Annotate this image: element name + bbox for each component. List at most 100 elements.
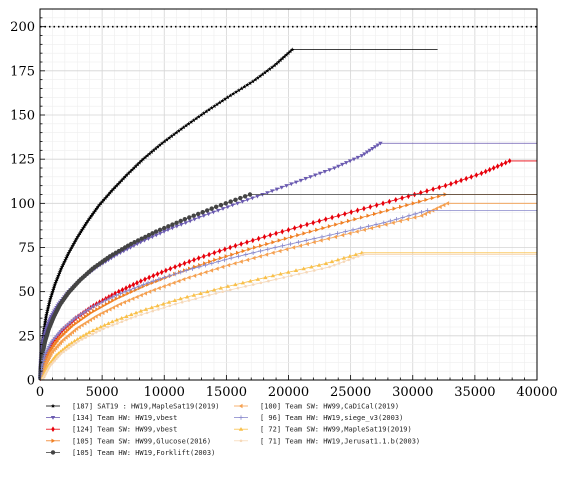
data-point [235,250,240,255]
data-point [286,270,291,274]
data-point [280,243,285,248]
data-point [93,208,98,213]
data-point [114,317,120,322]
data-point [400,195,404,201]
data-point [162,275,167,280]
data-point [152,287,156,293]
data-point [64,348,68,352]
y-tick-label: 0 [27,374,35,389]
data-point [282,276,286,279]
data-point [256,235,261,242]
data-point [134,294,139,300]
series-6 [38,208,537,381]
data-point [441,202,446,208]
data-point [151,272,156,279]
data-point [332,166,337,171]
data-point [166,282,171,287]
data-point [101,197,106,202]
data-point [326,236,330,241]
data-point [419,213,424,218]
data-point [267,66,272,71]
data-point [61,261,66,266]
data-point [454,179,458,185]
data-point [184,294,190,299]
data-point [143,291,148,296]
data-point [91,209,97,214]
data-point [280,56,285,61]
data-point [437,204,442,210]
data-point [236,286,240,290]
data-point [286,226,291,233]
data-point [290,47,295,52]
data-point [66,342,72,347]
data-point [127,283,132,290]
data-point [43,317,48,322]
data-point [186,121,191,126]
y-tick-label: 25 [18,329,35,344]
data-point [157,308,160,311]
data-point [194,297,197,301]
data-point [127,287,132,293]
data-point [279,185,284,190]
data-point [220,207,226,211]
data-point [405,217,410,222]
data-point [122,174,128,179]
data-point [77,339,80,343]
data-point [355,207,360,214]
data-point [272,245,278,250]
legend-marker [51,426,55,433]
data-point [196,114,201,119]
data-point [155,144,160,149]
data-point [145,280,151,286]
data-point [192,273,197,278]
data-point [379,209,384,215]
data-point [205,289,210,294]
data-point [411,201,416,206]
data-point [274,277,278,281]
data-point [94,330,98,334]
data-point [56,273,61,278]
data-point [212,249,217,256]
data-point [53,280,58,285]
data-point [233,282,238,287]
data-point [228,255,234,261]
data-point [304,238,309,243]
data-point [479,170,484,177]
data-point [149,305,154,310]
data-point [201,295,204,299]
data-point [239,259,243,264]
x-tick-label: 0 [36,385,44,400]
data-point [218,202,224,208]
data-point [367,148,372,153]
data-point [130,167,135,172]
data-point [176,128,181,133]
data-point [139,158,144,163]
data-point [170,226,175,231]
data-point [202,253,206,260]
data-point [155,303,160,308]
data-point [120,287,125,293]
data-point [400,215,405,220]
data-point [126,291,130,296]
data-point [334,222,338,227]
data-point [49,291,55,296]
data-point [106,325,110,329]
axis-ticks: 0 5000 10000 15000 20000 25000 30000 35000 40000… [10,8,558,400]
data-point [54,277,60,282]
data-point [56,271,62,276]
data-point [376,224,381,229]
data-point [425,188,429,194]
data-point [81,333,86,338]
data-point [308,175,313,180]
data-point [153,229,159,234]
data-point [150,235,155,240]
data-point [146,237,151,241]
data-point [161,230,167,234]
data-point [124,172,129,177]
data-point [126,298,131,303]
data-point [115,322,119,325]
data-point [130,296,135,301]
legend-entry: [100] Team SW: HW99,CaDiCal(2019) [234,403,399,411]
series-5 [39,201,537,381]
x-tick-label: 35000 [454,385,495,400]
